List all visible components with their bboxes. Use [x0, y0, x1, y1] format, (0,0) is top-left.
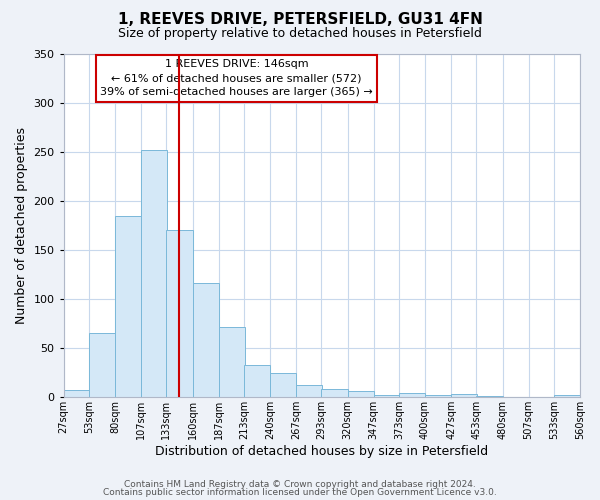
- Bar: [476, 396, 503, 397]
- Bar: [374, 395, 400, 397]
- Bar: [296, 385, 322, 397]
- Bar: [399, 393, 425, 397]
- Text: 1 REEVES DRIVE: 146sqm
← 61% of detached houses are smaller (572)
39% of semi-de: 1 REEVES DRIVE: 146sqm ← 61% of detached…: [100, 59, 373, 97]
- Bar: [89, 333, 115, 397]
- Bar: [115, 216, 141, 397]
- Bar: [425, 395, 451, 397]
- Bar: [64, 390, 90, 397]
- Y-axis label: Number of detached properties: Number of detached properties: [15, 127, 28, 324]
- Bar: [244, 366, 270, 397]
- Bar: [166, 230, 193, 397]
- Text: Size of property relative to detached houses in Petersfield: Size of property relative to detached ho…: [118, 28, 482, 40]
- Text: Contains HM Land Registry data © Crown copyright and database right 2024.: Contains HM Land Registry data © Crown c…: [124, 480, 476, 489]
- Bar: [218, 328, 245, 397]
- Text: Contains public sector information licensed under the Open Government Licence v3: Contains public sector information licen…: [103, 488, 497, 497]
- X-axis label: Distribution of detached houses by size in Petersfield: Distribution of detached houses by size …: [155, 444, 488, 458]
- Bar: [193, 283, 218, 397]
- Bar: [322, 389, 347, 397]
- Text: 1, REEVES DRIVE, PETERSFIELD, GU31 4FN: 1, REEVES DRIVE, PETERSFIELD, GU31 4FN: [118, 12, 482, 28]
- Bar: [554, 395, 580, 397]
- Bar: [347, 391, 374, 397]
- Bar: [141, 150, 167, 397]
- Bar: [270, 374, 296, 397]
- Bar: [451, 394, 478, 397]
